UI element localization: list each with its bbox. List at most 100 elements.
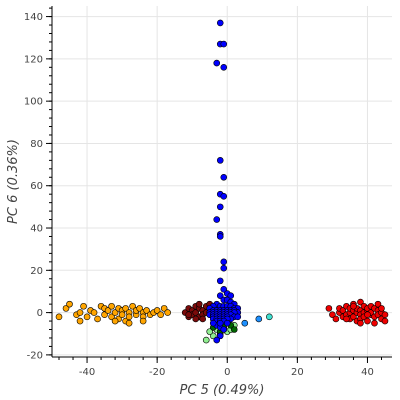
data-point (216, 203, 224, 211)
x-tick-label: 40 (361, 367, 374, 378)
point-series (206, 19, 242, 344)
data-point (220, 173, 228, 181)
data-point (157, 311, 164, 319)
data-point (153, 307, 161, 314)
data-point (357, 298, 364, 306)
y-tick-label: 20 (30, 266, 43, 277)
axis-ticks: -40 -20 0 20 40 -20 0 20 40 60 80 100 120 140 (24, 7, 382, 378)
data-point (220, 40, 228, 48)
data-point (371, 319, 378, 327)
data-point (220, 64, 228, 71)
data-point (76, 317, 84, 325)
y-tick-label: 100 (24, 97, 43, 108)
data-point (381, 317, 389, 325)
x-tick-label: 20 (291, 367, 304, 378)
data-point (350, 302, 357, 310)
data-point (76, 309, 84, 316)
data-point (216, 292, 224, 299)
data-point (108, 313, 115, 321)
data-point (374, 300, 382, 308)
data-point (192, 315, 200, 323)
y-tick-label: 60 (30, 181, 43, 192)
data-point (230, 326, 238, 333)
data-point (185, 311, 193, 319)
data-point (325, 305, 333, 312)
data-point (220, 286, 228, 293)
data-point (129, 302, 136, 310)
data-point (364, 311, 371, 319)
data-point (216, 19, 224, 27)
data-point (220, 193, 228, 200)
x-tick-label: -40 (79, 367, 95, 378)
data-point (234, 313, 242, 321)
data-point (343, 315, 350, 323)
data-point (220, 258, 228, 266)
data-point (101, 311, 108, 319)
data-point (364, 317, 371, 325)
data-point (332, 315, 340, 323)
data-point (90, 309, 98, 316)
data-point (62, 305, 70, 312)
data-point (266, 313, 273, 321)
data-point (143, 307, 150, 314)
data-point (209, 319, 217, 327)
data-point (125, 319, 133, 327)
data-point (122, 305, 129, 312)
data-point (255, 315, 263, 323)
data-point (223, 319, 231, 327)
data-point (357, 319, 364, 327)
data-point (108, 302, 115, 310)
data-point (381, 311, 389, 319)
data-point (216, 319, 224, 327)
data-point (202, 336, 210, 344)
y-tick-label: 0 (37, 308, 43, 319)
data-point (216, 277, 224, 285)
x-axis-title: PC 5 (0.49%) (180, 383, 265, 398)
data-point (164, 309, 171, 316)
data-point (220, 264, 228, 272)
data-point (227, 292, 235, 299)
data-point (66, 300, 73, 308)
y-axis-title: PC 6 (0.36%) (6, 139, 21, 224)
y-tick-label: 120 (24, 54, 43, 65)
point-series (266, 313, 273, 321)
data-point (213, 336, 221, 344)
point-series (55, 300, 171, 327)
data-point (136, 305, 143, 312)
grid (52, 6, 392, 357)
data-point (94, 315, 101, 323)
data-point (213, 59, 221, 67)
data-point (216, 157, 224, 164)
data-point (213, 216, 221, 223)
data-point (329, 311, 336, 319)
y-tick-label: -20 (27, 350, 43, 361)
x-tick-label: -20 (149, 367, 165, 378)
data-point (125, 313, 133, 321)
axes (51, 6, 392, 358)
data-point (378, 305, 385, 312)
data-points (55, 19, 389, 344)
data-point (206, 328, 214, 335)
point-series (241, 315, 263, 327)
data-point (83, 313, 91, 321)
data-point (160, 305, 168, 312)
data-point (111, 309, 119, 316)
data-point (209, 332, 217, 340)
y-tick-label: 80 (30, 139, 43, 150)
data-point (192, 309, 200, 316)
x-tick-label: 0 (224, 367, 230, 378)
y-tick-label: 40 (30, 224, 43, 235)
data-point (55, 313, 63, 321)
data-point (199, 315, 207, 323)
data-point (118, 311, 126, 319)
data-point (339, 307, 347, 314)
data-point (104, 307, 112, 314)
data-point (80, 302, 87, 310)
data-point (220, 326, 228, 333)
y-tick-label: 140 (24, 12, 43, 23)
point-series (325, 298, 389, 327)
data-point (139, 317, 147, 325)
data-point (216, 233, 224, 240)
